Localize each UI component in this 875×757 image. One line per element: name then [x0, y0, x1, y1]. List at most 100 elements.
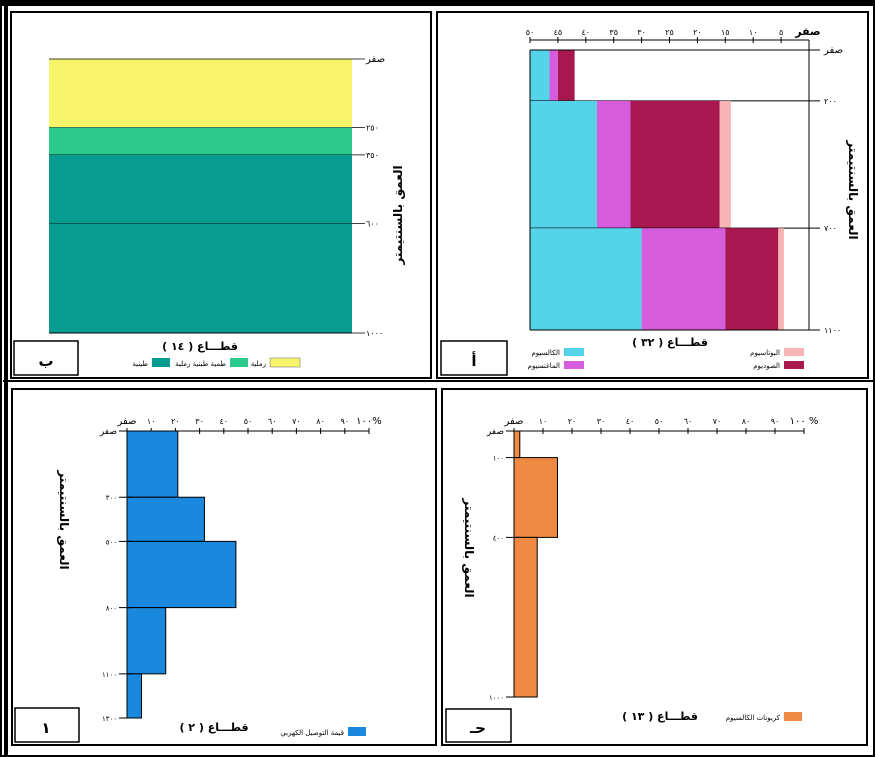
panel-a-x-tick-label: ٤٥: [554, 28, 563, 37]
panel-c-depth-label: ١٠٠: [493, 455, 504, 463]
legend-label-magnesium: الماغنسيوم: [528, 362, 560, 370]
panel-a-bar-segment: [778, 228, 784, 330]
panel-d-x-tick-label: ٩٠: [341, 417, 350, 426]
panel-c-depth-label: ٤٠٠: [493, 534, 504, 542]
panel-d-bars: [126, 430, 237, 719]
panel-a-bar-segment: [719, 100, 731, 229]
panel-a-x-ticks: ٥٠ ٤٥ ٤٠ ٣٥ ٣٠ ٢٥ ٢٠ ١٥ ١٠ ٥: [526, 28, 783, 43]
panel-c-bar: [513, 430, 521, 459]
panel-a-depth-label: ٢٠٠: [824, 97, 837, 106]
panel-d-x-tick-label: ٢٠: [171, 417, 180, 426]
panel-d-bar: [126, 540, 237, 609]
panel-c-bar: [513, 457, 558, 538]
panel-d-bar: [126, 607, 167, 675]
panel-d-x-tick-label: ٦٠: [268, 417, 277, 426]
panel-a-bar-segment: [530, 50, 550, 101]
legend-label-potassium: البوتاسيوم: [750, 349, 780, 357]
panel-d-depth-label: ١١٠٠: [102, 671, 117, 679]
panel-c-caption: قطـــاع ( ١٣ ): [622, 710, 698, 723]
panel-a-x-tick-label: ٤٠: [582, 28, 591, 37]
legend-label-sodium: الصوديوم: [753, 362, 780, 370]
panel-d-depth-label: ٣٠٠: [106, 494, 117, 502]
legend-label-calcium-carbonate: كربونات الكالسيوم: [726, 714, 781, 722]
panel-c-x-tick-label: ٦٠: [684, 417, 693, 426]
panel-a-x-tick-label: ٣٠: [637, 28, 646, 37]
panel-d-legend: قيمة التوصيل الكهربي: [280, 727, 366, 737]
panel-c-x-tick-label: ٩٠: [771, 417, 780, 426]
panel-a-depth-label: ٧٠٠: [824, 224, 837, 233]
panel-d-depth-label: ٥٠٠: [106, 538, 117, 546]
panel-c-depth-label: صفر: [486, 427, 504, 437]
panel-a-depth-label: صفر: [823, 45, 843, 56]
panel-d: صفر ١٠ ٢٠ ٣٠ ٤٠ ٥٠ ٦٠ ٧٠ ٨٠ ٩٠ ١٠٠% صفر٣٠٠٥٠٠٨٠٠١١…: [11, 388, 437, 746]
panel-c-x-tick-label: ١٠: [539, 417, 548, 426]
panel-d-caption: قطـــاع ( ٢ ): [179, 721, 248, 734]
panel-d-tag: ١: [41, 719, 50, 737]
panel-c-x-tick-label: ٨٠: [742, 417, 751, 426]
panel-d-x-tick-label: ٧٠: [292, 417, 301, 426]
panel-a-tag: أ: [471, 351, 476, 370]
panel-c: صفر ١٠ ٢٠ ٣٠ ٤٠ ٥٠ ٦٠ ٧٠ ٨٠ ٩٠ ١٠٠ % صفر ١٠٠ ٤٠٠ ١٠٠٠…: [441, 388, 868, 746]
panel-a-bar-segment: [630, 100, 720, 229]
panel-b-legend: رملية طمية طينية رملية طينية: [132, 357, 301, 368]
panel-c-x-tick-label: ٢٠: [568, 417, 577, 426]
panel-d-x-tick-label: ٨٠: [316, 417, 325, 426]
panel-a-frame: [436, 11, 869, 379]
panel-d-x-tick-label: ٥٠: [244, 417, 253, 426]
panel-b-layer: [49, 59, 352, 128]
panel-c-tag: حـ: [469, 719, 486, 737]
panel-c-x-tick-label: ٤٠: [626, 417, 635, 426]
panel-d-x-tick-label: ٣٠: [195, 417, 204, 426]
panel-d-x-tick-label: ٤٠: [220, 417, 229, 426]
panel-d-depth-labels: صفر ٣٠٠ ٥٠٠ ٨٠٠ ١١٠٠ ١٣٠٠: [99, 427, 132, 723]
legend-label-calcium: الكالسيوم: [531, 349, 560, 357]
legend-label-clay: طينية: [132, 360, 148, 368]
panel-a-x-tick-label: ١٠: [749, 28, 758, 37]
panel-d-x-tick-label: صفر: [116, 416, 136, 427]
panel-b-depth-label: ١٠٠٠: [366, 329, 383, 338]
panel-a-bar-segment: [530, 100, 597, 229]
panel-d-x-tick-label: ١٠: [147, 417, 156, 426]
legend-label-conductivity: قيمة التوصيل الكهربي: [280, 729, 344, 737]
legend-swatch-calcium: [564, 348, 584, 356]
panel-d-bar: [126, 673, 143, 719]
panel-a-caption: قطـــاع ( ٣٢ ): [632, 336, 708, 349]
panel-b-depth-label: ٢٥٠: [366, 124, 379, 133]
panel-a-depth-label: ١١٠٠: [824, 326, 841, 335]
panel-a-bar-segment: [596, 100, 631, 229]
panel-a: ٥٠ ٤٥ ٤٠ ٣٥ ٣٠ ٢٥ ٢٠ ١٥ ١٠ ٥ صفر صفر ٢٠٠ ٧٠٠ ١١٠٠ ال…: [436, 11, 869, 379]
legend-swatch-silty-clay-sand: [230, 358, 248, 367]
panel-a-tag-box: [440, 340, 508, 376]
panel-d-bar: [126, 430, 179, 498]
legend-swatch-potassium: [784, 348, 804, 356]
panel-c-x-tick-label: ١٠٠ %: [790, 416, 819, 427]
panel-a-bar-segment: [557, 50, 575, 101]
panel-b-frame: [10, 11, 432, 379]
panel-a-legend: البوتاسيوم الصوديوم الكالسيوم الماغنسيوم: [528, 348, 804, 370]
panel-b: صفر ٢٥٠ ٣٥٠ ٦٠٠ ١٠٠٠ العمق بالسنتيمتر قطـــا…: [10, 11, 432, 379]
legend-swatch-sodium: [784, 361, 804, 369]
panel-d-depth-label: صفر: [99, 427, 117, 437]
panel-b-layers: [49, 58, 365, 334]
panel-c-bar: [513, 536, 538, 698]
panel-a-x-tick-label: ٢٥: [665, 28, 674, 37]
panel-b-depth-labels: صفر ٢٥٠ ٣٥٠ ٦٠٠ ١٠٠٠: [365, 54, 385, 338]
panel-b-depth-label: ٦٠٠: [366, 219, 379, 228]
panel-c-x-tick-label: ٥٠: [655, 417, 664, 426]
panel-d-bar: [126, 496, 205, 542]
panel-a-bar-segment: [725, 228, 779, 330]
legend-swatch-sandy: [269, 357, 301, 368]
panel-c-depth-labels: صفر ١٠٠ ٤٠٠ ١٠٠٠: [486, 427, 519, 702]
panel-d-depth-label: ٨٠٠: [106, 605, 117, 613]
panel-d-depth-label: ١٣٠٠: [102, 715, 117, 723]
legend-swatch-conductivity: [348, 727, 366, 736]
panel-a-bar-segment: [549, 50, 558, 101]
panel-a-bar-segment: [641, 228, 726, 330]
panel-c-y-axis-label: العمق بالسنتيمتر: [462, 497, 476, 597]
panel-b-y-axis-label: العمق بالسنتيمتر: [391, 165, 405, 265]
panel-b-tag: ب: [38, 352, 53, 370]
legend-swatch-calcium-carbonate: [784, 712, 802, 721]
panel-c-x-tick-label: ٣٠: [597, 417, 606, 426]
panel-d-x-tick-label: ١٠٠%: [356, 416, 382, 427]
